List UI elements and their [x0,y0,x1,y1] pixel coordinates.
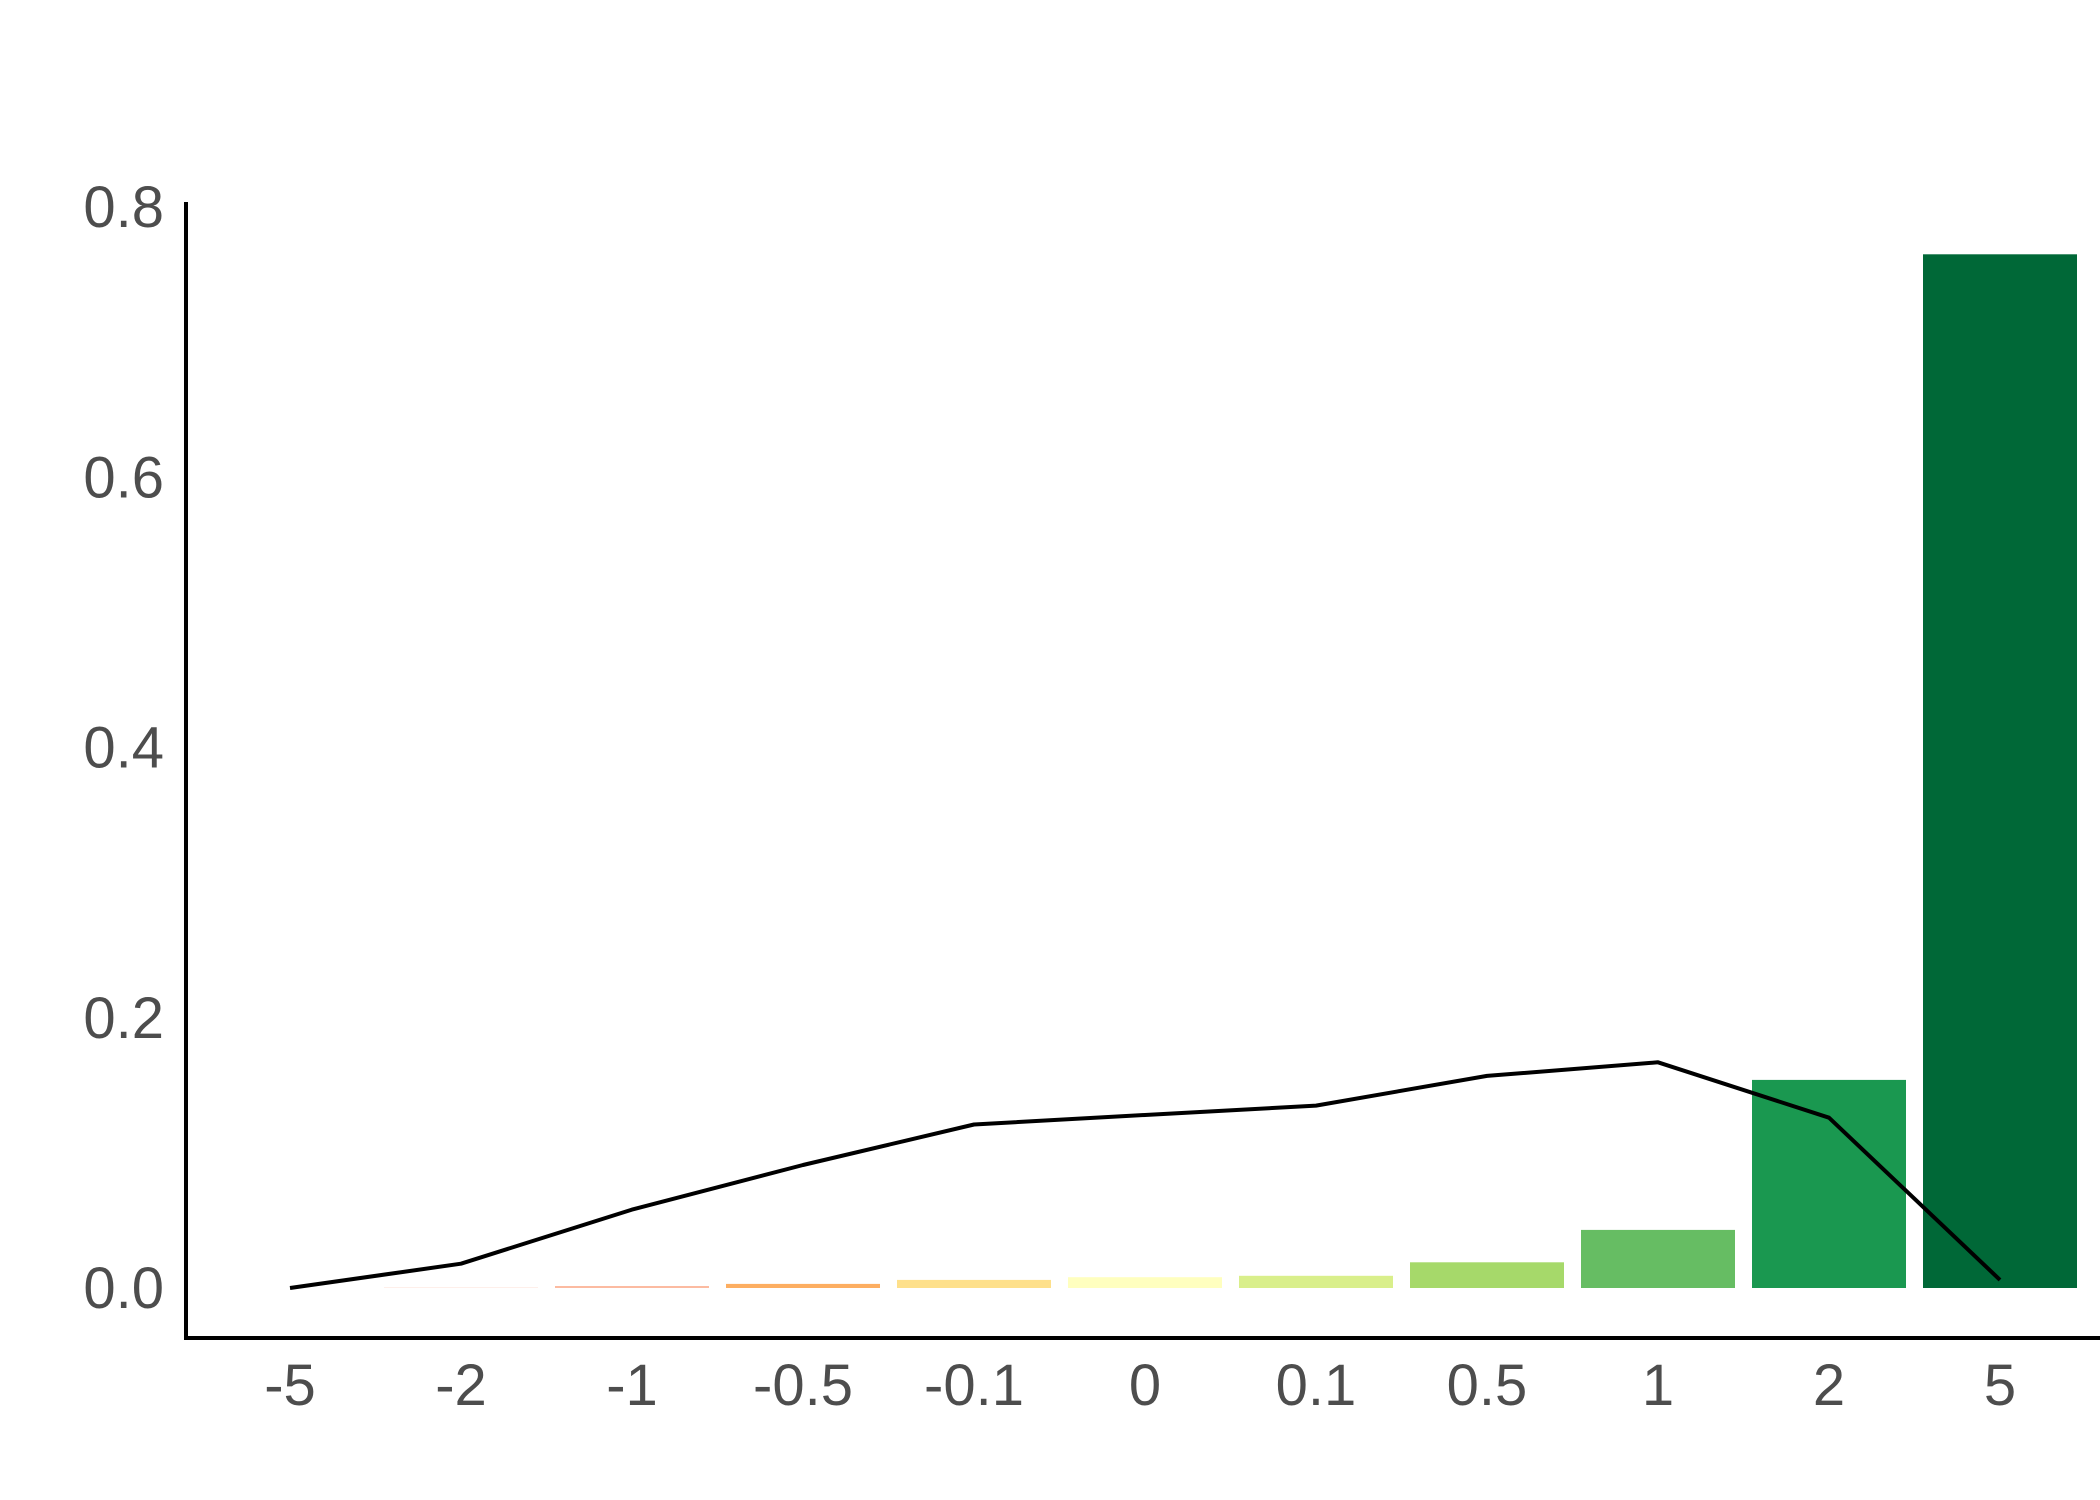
x-tick-label: -0.1 [924,1353,1024,1418]
y-tick-label: 0.6 [83,445,164,510]
bar--2 [384,1287,538,1288]
line-layer [289,1060,2002,1290]
bar-0.5 [1410,1262,1564,1288]
bar-0.1 [1239,1275,1393,1288]
bar--0.5 [726,1283,880,1288]
x-tick-label: 0.5 [1447,1353,1528,1418]
x-tick-label: 0 [1129,1353,1161,1418]
x-tick-label: 1 [1642,1353,1674,1418]
bar-5 [1923,254,2077,1288]
bar-2 [1752,1079,1906,1288]
x-tick-label: -1 [606,1353,658,1418]
bar-0 [1068,1277,1222,1288]
y-tick-label: 0.8 [83,175,164,240]
x-tick-label: 2 [1813,1353,1845,1418]
bars-layer [384,254,2077,1288]
x-tick-label: 5 [1984,1353,2016,1418]
y-tick-label: 0.4 [83,716,164,781]
x-tick-label: -5 [264,1353,316,1418]
line-series [289,1060,2002,1290]
y-tick-label: 0.2 [83,986,164,1051]
x-tick-label: 0.1 [1276,1353,1357,1418]
x-tick-label: -0.5 [753,1353,853,1418]
bar-1 [1581,1229,1735,1288]
y-tick-label: 0.0 [83,1256,164,1321]
bar--0.1 [897,1279,1051,1288]
x-tick-label: -2 [435,1353,487,1418]
tick-labels-layer: 0.0 0.2 0.4 0.6 0.8 -5 -2 -1 -0.5 -0.1 0 0.1 0.5 1 2 5 [83,175,2016,1418]
axes-layer [184,202,2100,1340]
bar--1 [555,1286,709,1288]
